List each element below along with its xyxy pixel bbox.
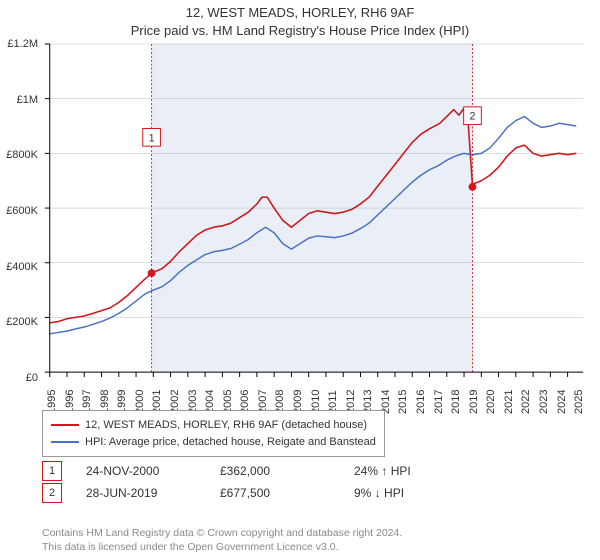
marker-date: 28-JUN-2019 bbox=[86, 486, 196, 500]
y-tick-label: £400K bbox=[0, 261, 38, 273]
x-tick-label: 2015 bbox=[397, 390, 409, 414]
marker-pct: 24% ↑ HPI bbox=[354, 464, 411, 478]
footnote-line-1: Contains HM Land Registry data © Crown c… bbox=[42, 526, 402, 540]
y-tick-label: £1.2M bbox=[0, 38, 38, 50]
legend-label: 12, WEST MEADS, HORLEY, RH6 9AF (detache… bbox=[85, 417, 367, 434]
legend: 12, WEST MEADS, HORLEY, RH6 9AF (detache… bbox=[42, 410, 385, 457]
y-tick-label: £200K bbox=[0, 316, 38, 328]
svg-text:1: 1 bbox=[149, 132, 155, 144]
chart-title: 12, WEST MEADS, HORLEY, RH6 9AF Price pa… bbox=[0, 0, 600, 39]
x-tick-label: 2022 bbox=[520, 390, 532, 414]
title-line-1: 12, WEST MEADS, HORLEY, RH6 9AF bbox=[0, 4, 600, 22]
y-tick-label: £800K bbox=[0, 149, 38, 161]
x-tick-label: 2020 bbox=[485, 390, 497, 414]
x-tick-label: 2018 bbox=[450, 390, 462, 414]
marker-row: 2 28-JUN-2019 £677,500 9% ↓ HPI bbox=[42, 482, 411, 504]
y-tick-label: £1M bbox=[0, 94, 38, 106]
marker-date: 24-NOV-2000 bbox=[86, 464, 196, 478]
x-tick-label: 2025 bbox=[573, 390, 585, 414]
title-line-2: Price paid vs. HM Land Registry's House … bbox=[0, 22, 600, 40]
legend-row: 12, WEST MEADS, HORLEY, RH6 9AF (detache… bbox=[51, 417, 376, 434]
line-chart: 12 bbox=[42, 44, 585, 378]
marker-row: 1 24-NOV-2000 £362,000 24% ↑ HPI bbox=[42, 460, 411, 482]
x-tick-label: 2023 bbox=[538, 390, 550, 414]
event-marker-table: 1 24-NOV-2000 £362,000 24% ↑ HPI 2 28-JUN-201… bbox=[42, 460, 411, 504]
svg-text:2: 2 bbox=[469, 111, 475, 123]
legend-swatch bbox=[51, 424, 79, 426]
x-tick-label: 2024 bbox=[556, 390, 568, 414]
x-tick-label: 2016 bbox=[415, 390, 427, 414]
marker-id-box: 2 bbox=[42, 483, 62, 503]
plot-area: 12 bbox=[42, 44, 585, 378]
marker-price: £362,000 bbox=[220, 464, 330, 478]
marker-id-box: 1 bbox=[42, 461, 62, 481]
footnote: Contains HM Land Registry data © Crown c… bbox=[42, 526, 402, 554]
marker-pct: 9% ↓ HPI bbox=[354, 486, 404, 500]
legend-row: HPI: Average price, detached house, Reig… bbox=[51, 434, 376, 451]
legend-label: HPI: Average price, detached house, Reig… bbox=[85, 434, 376, 451]
legend-swatch bbox=[51, 441, 79, 443]
marker-price: £677,500 bbox=[220, 486, 330, 500]
y-tick-label: £0 bbox=[0, 372, 38, 384]
y-tick-label: £600K bbox=[0, 205, 38, 217]
x-tick-label: 2017 bbox=[433, 390, 445, 414]
x-tick-label: 2019 bbox=[468, 390, 480, 414]
footnote-line-2: This data is licensed under the Open Gov… bbox=[42, 540, 402, 554]
x-tick-label: 2021 bbox=[503, 390, 515, 414]
